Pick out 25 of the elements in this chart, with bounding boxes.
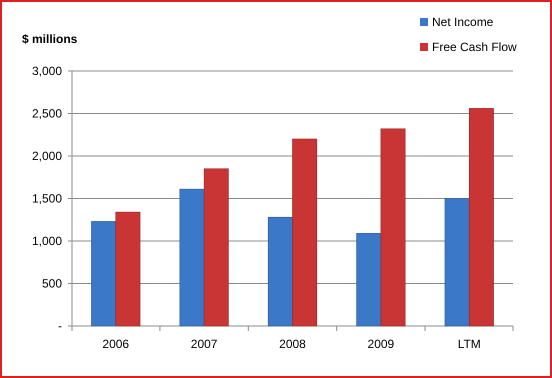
bar — [115, 212, 140, 326]
bar — [468, 108, 494, 326]
y-tick-label: - — [58, 319, 62, 334]
x-tick-label: 2006 — [102, 337, 130, 351]
y-tick-label: 3,000 — [32, 64, 62, 78]
bar — [204, 168, 229, 326]
bar — [180, 188, 204, 326]
x-tick-label: LTM — [458, 337, 481, 351]
y-tick-label: 1,500 — [32, 192, 62, 206]
y-tick-label: 2,000 — [32, 149, 62, 164]
x-tick-label: 2008 — [279, 337, 306, 351]
bar — [380, 128, 406, 326]
y-axis-title: $ millions — [22, 32, 78, 46]
bar — [91, 221, 116, 326]
x-tick-label: 2007 — [190, 337, 218, 351]
x-tick-label: 2009 — [368, 337, 395, 351]
legend-label: Net Income — [432, 15, 494, 30]
legend-label: Free Cash Flow — [432, 40, 518, 54]
bar — [268, 216, 293, 326]
y-tick-label: 2,500 — [32, 106, 62, 121]
y-tick-label: 500 — [42, 276, 62, 291]
y-tick-label: 1,000 — [32, 234, 62, 248]
bar — [444, 198, 470, 326]
bar — [292, 138, 318, 326]
bar — [356, 233, 382, 326]
